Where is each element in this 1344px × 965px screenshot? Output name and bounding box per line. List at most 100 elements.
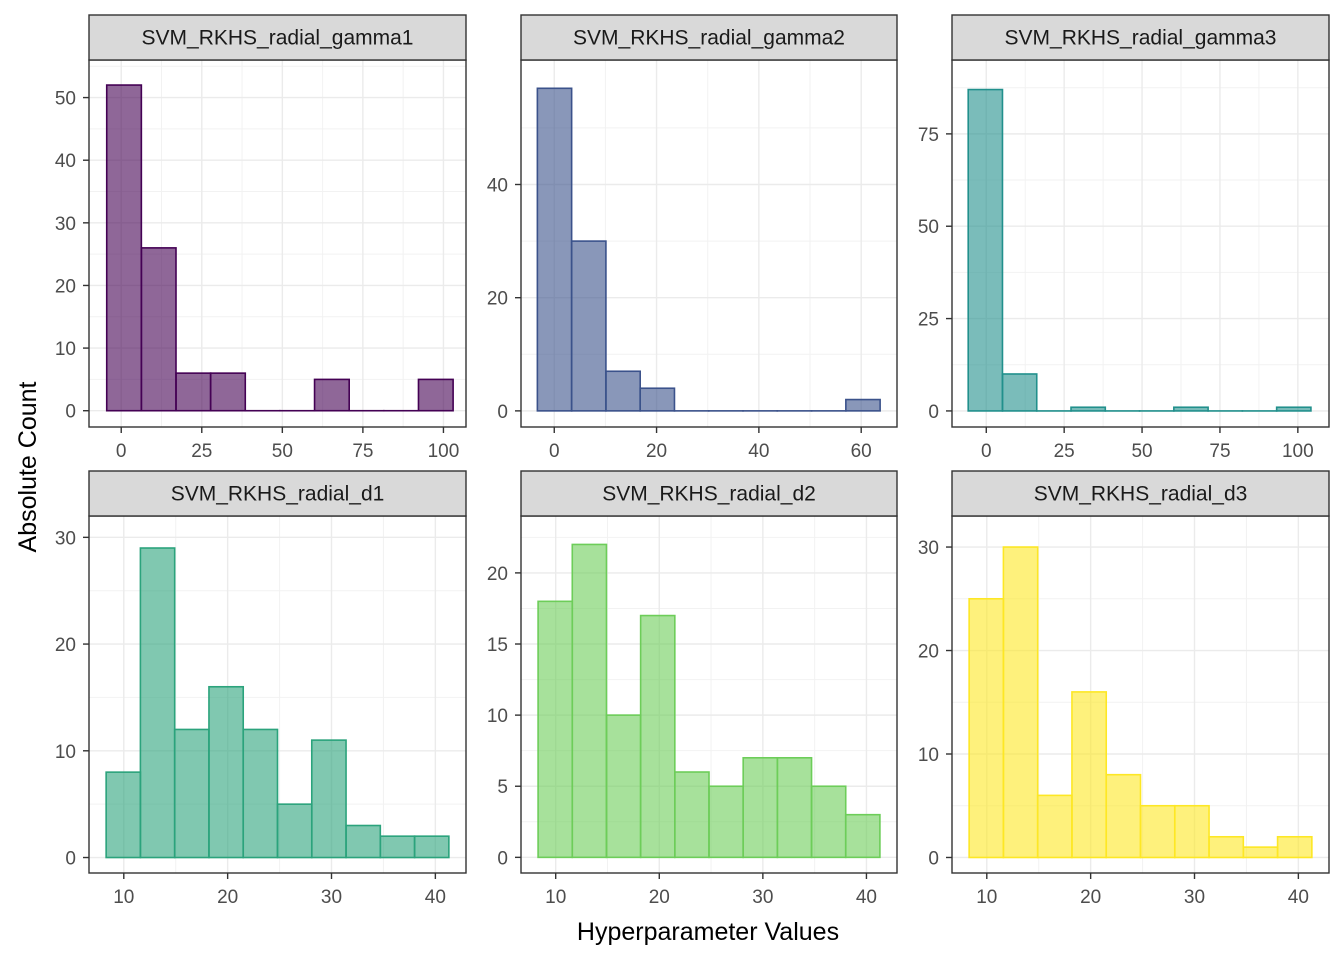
histogram-bar bbox=[969, 599, 1003, 858]
x-tick-label: 40 bbox=[748, 441, 769, 462]
y-tick-label: 20 bbox=[487, 564, 508, 585]
histogram-bar bbox=[1278, 837, 1312, 858]
x-tick-label: 75 bbox=[1209, 441, 1230, 462]
y-tick-label: 5 bbox=[497, 777, 508, 798]
x-tick-label: 50 bbox=[1131, 441, 1152, 462]
histogram-bar bbox=[107, 85, 142, 411]
histogram-bar bbox=[209, 687, 243, 858]
x-tick-label: 10 bbox=[113, 887, 134, 908]
y-tick-label: 40 bbox=[55, 151, 76, 172]
x-tick-label: 40 bbox=[1288, 887, 1309, 908]
x-tick-label: 0 bbox=[549, 441, 560, 462]
histogram-bar bbox=[312, 740, 346, 857]
histogram-bar bbox=[743, 758, 777, 858]
histogram-bar bbox=[176, 373, 211, 411]
y-tick-label: 0 bbox=[497, 402, 508, 423]
histogram-bar bbox=[606, 715, 640, 857]
histogram-bar bbox=[572, 241, 606, 411]
facet-panel: SVM_RKHS_radial_d2 10 20 30 40 0 5 10 15 20 bbox=[487, 471, 897, 908]
facet-strip-label: SVM_RKHS_radial_gamma1 bbox=[142, 27, 414, 50]
y-tick-label: 20 bbox=[918, 642, 939, 663]
x-tick-label: 40 bbox=[425, 887, 446, 908]
histogram-bar bbox=[1071, 407, 1105, 411]
histogram-bar bbox=[846, 400, 880, 411]
y-tick-label: 0 bbox=[65, 402, 76, 423]
histogram-bar bbox=[1277, 407, 1311, 411]
x-tick-label: 100 bbox=[428, 441, 460, 462]
histogram-bar bbox=[537, 88, 571, 411]
histogram-bar bbox=[1209, 837, 1243, 858]
y-tick-label: 20 bbox=[55, 276, 76, 297]
y-tick-label: 30 bbox=[55, 528, 76, 549]
histogram-bar bbox=[141, 248, 176, 411]
y-tick-label: 0 bbox=[928, 848, 939, 869]
histogram-bar bbox=[1106, 775, 1140, 858]
y-tick-label: 20 bbox=[487, 289, 508, 310]
y-tick-label: 10 bbox=[55, 339, 76, 360]
x-axis-title: Hyperparameter Values bbox=[577, 918, 839, 946]
facet-strip-label: SVM_RKHS_radial_d2 bbox=[602, 483, 816, 506]
histogram-bar bbox=[1002, 374, 1036, 411]
y-tick-label: 40 bbox=[487, 176, 508, 197]
x-tick-label: 75 bbox=[352, 441, 373, 462]
histogram-bar bbox=[538, 601, 572, 857]
histogram-bar bbox=[640, 388, 674, 411]
y-tick-label: 10 bbox=[487, 706, 508, 727]
x-tick-label: 100 bbox=[1282, 441, 1314, 462]
histogram-bar bbox=[418, 379, 453, 410]
y-tick-label: 15 bbox=[487, 635, 508, 656]
histogram-bar bbox=[1003, 547, 1037, 857]
histogram-bar bbox=[1243, 847, 1277, 857]
histogram-bar bbox=[315, 379, 350, 410]
facet-strip-label: SVM_RKHS_radial_d1 bbox=[171, 483, 385, 506]
x-tick-label: 20 bbox=[1080, 887, 1101, 908]
histogram-bar bbox=[777, 758, 811, 858]
x-tick-label: 20 bbox=[649, 887, 670, 908]
x-tick-label: 25 bbox=[191, 441, 212, 462]
y-tick-label: 0 bbox=[65, 849, 76, 870]
x-tick-label: 30 bbox=[1184, 887, 1205, 908]
histogram-bar bbox=[380, 836, 414, 857]
x-tick-label: 10 bbox=[976, 887, 997, 908]
y-tick-label: 10 bbox=[55, 742, 76, 763]
y-tick-label: 50 bbox=[918, 217, 939, 238]
histogram-bar bbox=[1072, 692, 1106, 858]
histogram-bar bbox=[278, 804, 312, 857]
histogram-bar bbox=[606, 371, 640, 411]
facet-strip-label: SVM_RKHS_radial_gamma3 bbox=[1005, 27, 1277, 50]
y-axis-title: Absolute Count bbox=[14, 381, 42, 552]
y-tick-label: 25 bbox=[918, 310, 939, 331]
x-tick-label: 20 bbox=[217, 887, 238, 908]
histogram-bar bbox=[243, 729, 277, 857]
panel-background bbox=[952, 60, 1329, 427]
x-tick-label: 40 bbox=[856, 887, 877, 908]
histogram-bar bbox=[211, 373, 246, 411]
x-tick-label: 0 bbox=[116, 441, 127, 462]
histogram-bar bbox=[1038, 795, 1072, 857]
histogram-bar bbox=[346, 826, 380, 858]
x-tick-label: 20 bbox=[646, 441, 667, 462]
histogram-bar bbox=[641, 616, 675, 858]
y-tick-label: 0 bbox=[928, 402, 939, 423]
histogram-bar bbox=[846, 815, 880, 858]
histogram-bar bbox=[140, 548, 174, 858]
histogram-bar bbox=[968, 90, 1002, 411]
y-tick-label: 20 bbox=[55, 635, 76, 656]
histogram-bar bbox=[1141, 806, 1175, 858]
y-tick-label: 50 bbox=[55, 89, 76, 110]
histogram-bar bbox=[709, 786, 743, 857]
y-tick-label: 0 bbox=[497, 848, 508, 869]
histogram-bar bbox=[675, 772, 709, 857]
x-tick-label: 30 bbox=[752, 887, 773, 908]
x-tick-label: 10 bbox=[545, 887, 566, 908]
y-tick-label: 75 bbox=[918, 125, 939, 146]
histogram-bar bbox=[415, 836, 449, 857]
facet-strip-label: SVM_RKHS_radial_d3 bbox=[1034, 483, 1248, 506]
y-tick-label: 30 bbox=[918, 538, 939, 559]
x-tick-label: 60 bbox=[851, 441, 872, 462]
